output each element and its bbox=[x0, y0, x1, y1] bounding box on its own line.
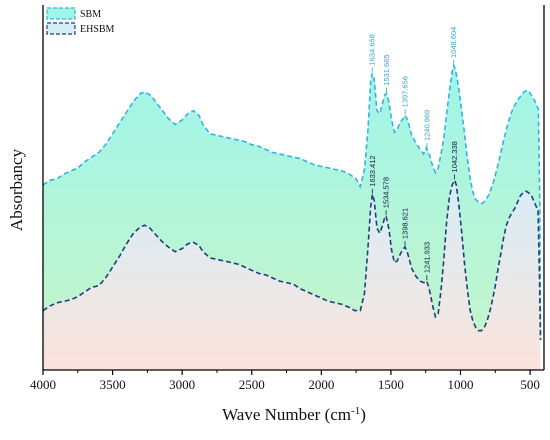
x-tick-label: 2000 bbox=[308, 377, 334, 392]
x-tick-label: 500 bbox=[520, 377, 540, 392]
legend-swatch-ehsbm bbox=[46, 22, 76, 35]
legend-swatch-sbm bbox=[46, 7, 76, 20]
peak-label-sbm: 1048.604 bbox=[449, 27, 458, 58]
legend-label-sbm: SBM bbox=[80, 9, 101, 20]
y-axis-title: Absorbancy bbox=[7, 148, 26, 231]
peak-label-sbm: 1634.658 bbox=[368, 34, 377, 65]
x-tick-label: 2500 bbox=[239, 377, 265, 392]
x-tick-label: 1000 bbox=[448, 377, 474, 392]
peak-label-sbm: 1240.969 bbox=[422, 110, 431, 141]
x-tick-label: 1500 bbox=[378, 377, 404, 392]
peak-label-ehsbm: 1398.621 bbox=[401, 208, 410, 239]
x-tick-label: 4000 bbox=[30, 377, 56, 392]
peak-annotations: 1634.658 1531.665 1397.656 1240.969 1048.604… bbox=[368, 27, 459, 281]
peak-label-ehsbm: 1241.933 bbox=[422, 242, 431, 273]
x-axis-title: Wave Number (cm-1) bbox=[222, 405, 366, 424]
x-tick-label: 3500 bbox=[100, 377, 126, 392]
peak-label-ehsbm: 1633.412 bbox=[368, 155, 377, 186]
peak-label-ehsbm: 1042.338 bbox=[450, 141, 459, 172]
legend-label-ehsbm: EHSBM bbox=[80, 24, 115, 35]
ehsbm-area bbox=[43, 180, 541, 370]
peak-label-sbm: 1531.665 bbox=[382, 54, 391, 85]
ehsbm-series-line bbox=[43, 178, 542, 341]
legend: SBM EHSBM bbox=[46, 7, 115, 35]
sbm-series-line bbox=[43, 63, 542, 341]
peak-label-ehsbm: 1534.578 bbox=[382, 177, 391, 208]
x-axis-ticks: 4000 3500 3000 2500 2000 1500 1000 500 bbox=[30, 370, 540, 392]
peak-label-sbm: 1397.656 bbox=[401, 76, 410, 107]
x-tick-label: 3000 bbox=[169, 377, 195, 392]
